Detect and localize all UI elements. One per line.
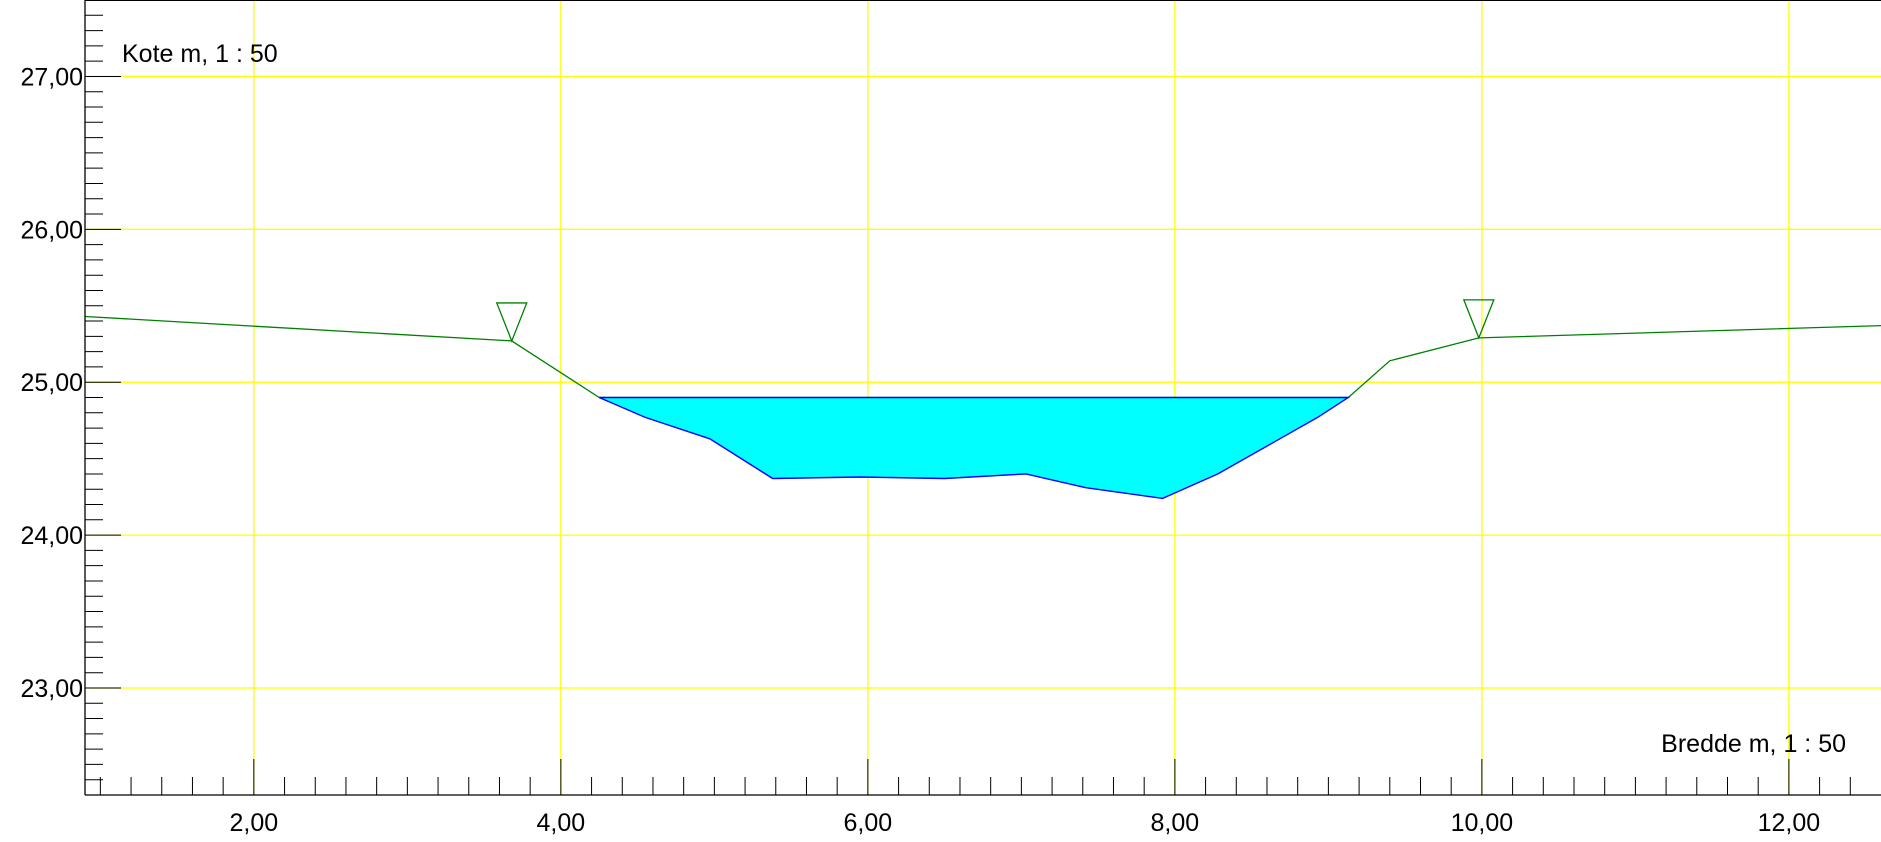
x-tick-label: 6,00 [844,809,893,837]
minor-ticks [85,0,1851,796]
x-tick-label: 4,00 [537,809,586,837]
x-tick-label: 12,00 [1758,809,1821,837]
y-axis-title: Kote m, 1 : 50 [122,40,278,68]
water-level-marker-icon [495,302,528,343]
series-layer [84,315,1881,500]
y-tick-label: 26,00 [20,216,83,244]
x-axis-title: Bredde m, 1 : 50 [1661,730,1846,758]
y-tick-label: 24,00 [20,522,83,550]
y-tick-label: 25,00 [20,369,83,397]
grid-lines [85,0,1881,795]
y-tick-label: 23,00 [20,675,83,703]
marker-layer [495,299,1495,343]
x-tick-label: 8,00 [1151,809,1200,837]
water-area [598,396,1351,500]
x-tick-label: 2,00 [230,809,279,837]
water-level-marker-icon [1462,299,1495,340]
axes [84,0,1881,796]
terrain-line [84,315,1881,399]
tick-labels: 2,00 4,00 6,00 8,00 10,00 12,00 23,00 24,00 25,0… [20,63,1820,837]
y-tick-label: 27,00 [20,63,83,91]
x-tick-label: 10,00 [1451,809,1514,837]
